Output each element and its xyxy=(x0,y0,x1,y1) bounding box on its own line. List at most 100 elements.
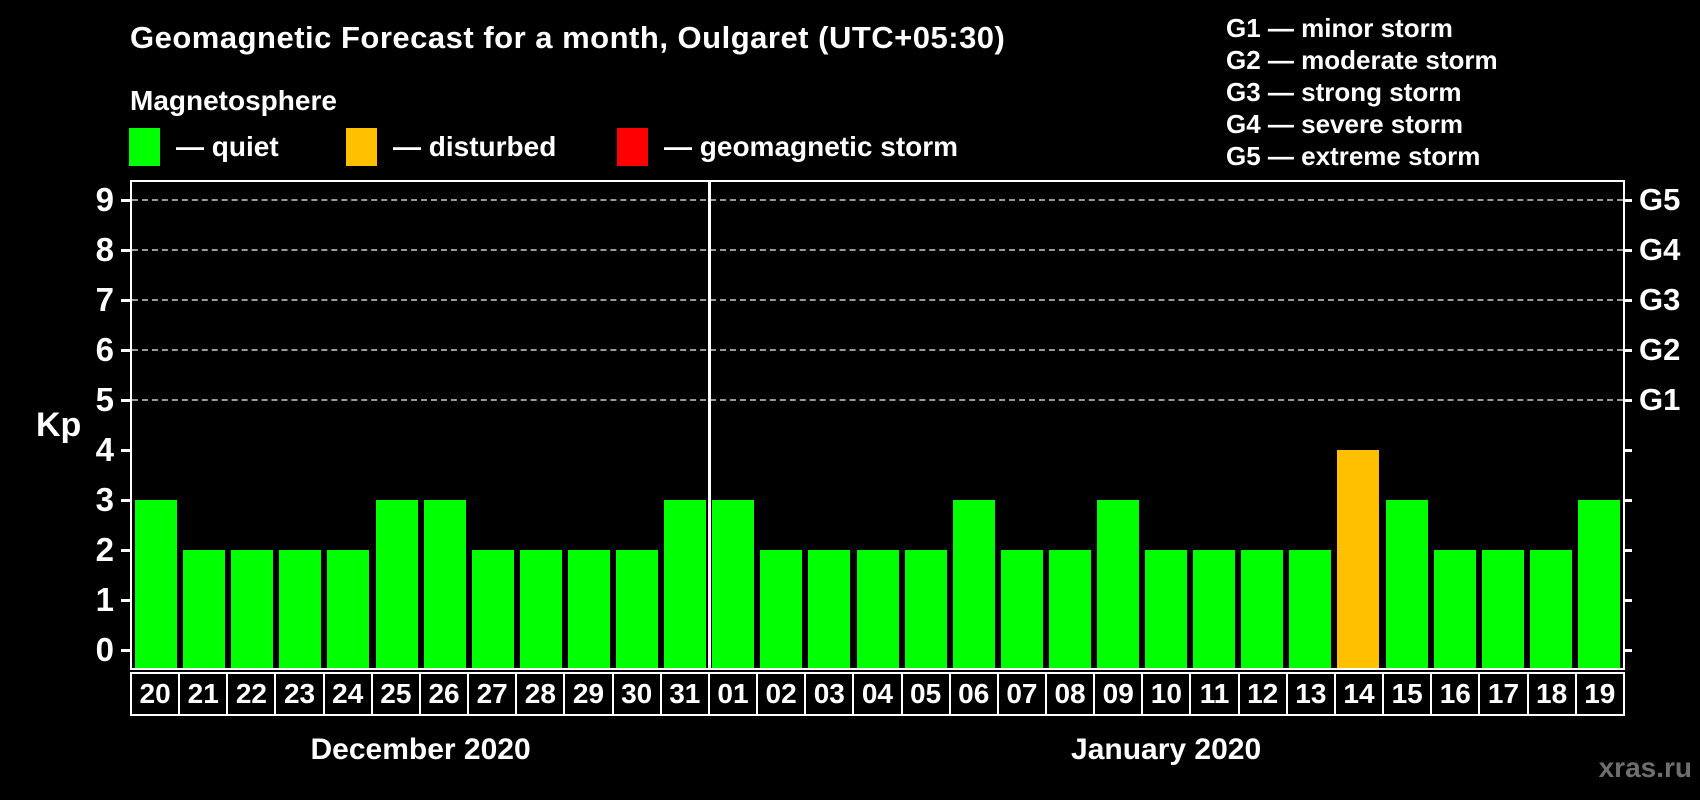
y-tick-label-0: 0 xyxy=(95,631,114,668)
y-axis-tick-left xyxy=(121,649,130,652)
day-label-24: 24 xyxy=(322,672,373,716)
day-label-17: 17 xyxy=(1478,672,1529,716)
day-label-06: 06 xyxy=(948,672,999,716)
kp-bar-day-10 xyxy=(1145,550,1188,668)
grid-line-kp6 xyxy=(132,349,1623,351)
grid-line-kp8 xyxy=(132,249,1623,251)
kp-bar-day-02 xyxy=(760,550,803,668)
day-label-26: 26 xyxy=(418,672,470,716)
g-scale-label-g1: G1 xyxy=(1639,382,1681,417)
y-axis-tick-left xyxy=(121,499,130,502)
y-tick-label-3: 3 xyxy=(95,481,114,518)
kp-bar-day-03 xyxy=(808,550,851,668)
day-label-28: 28 xyxy=(515,672,566,716)
kp-bar-day-19 xyxy=(1577,500,1620,668)
legend-label-quiet: — quiet xyxy=(176,131,279,162)
kp-bar-day-16 xyxy=(1433,550,1476,668)
kp-bar-day-24 xyxy=(327,550,370,668)
month-label-january: January 2020 xyxy=(1071,733,1262,766)
y-axis-tick-left xyxy=(121,349,130,352)
kp-bar-day-31 xyxy=(664,500,707,668)
kp-bar-day-23 xyxy=(279,550,322,668)
y-tick-label-8: 8 xyxy=(95,231,114,268)
page-title: Geomagnetic Forecast for a month, Oulgar… xyxy=(130,20,1006,55)
y-axis-tick-right xyxy=(1623,399,1632,402)
y-axis-tick-right xyxy=(1623,549,1632,552)
y-axis-tick-left xyxy=(121,199,130,202)
grid-line-kp7 xyxy=(132,299,1623,301)
day-label-18: 18 xyxy=(1526,672,1577,716)
day-label-12: 12 xyxy=(1237,672,1288,716)
y-axis-tick-right xyxy=(1623,449,1632,452)
day-axis-row: 20 21 22 23 24 25 26 27 28 29 30 31 01 02 03 04 05 06 07 08… xyxy=(130,672,1625,716)
disturbed-color-swatch xyxy=(346,128,377,166)
kp-bar-day-17 xyxy=(1481,550,1524,668)
y-tick-label-7: 7 xyxy=(95,281,114,318)
storm-scale-legend-g1: G1 — minor storm xyxy=(1226,13,1453,43)
kp-bar-day-12 xyxy=(1241,550,1284,668)
day-label-03: 03 xyxy=(804,672,855,716)
kp-bar-day-20 xyxy=(135,500,178,668)
y-tick-label-2: 2 xyxy=(95,531,114,568)
day-label-05: 05 xyxy=(900,672,951,716)
y-axis-tick-left xyxy=(121,449,130,452)
storm-scale-legend-g3: G3 — strong storm xyxy=(1226,77,1462,107)
kp-bar-day-08 xyxy=(1048,550,1091,668)
kp-bar-day-01 xyxy=(712,500,755,668)
y-axis-tick-left xyxy=(121,599,130,602)
day-label-23: 23 xyxy=(274,672,325,716)
grid-line-kp5 xyxy=(132,399,1623,401)
kp-bar-day-28 xyxy=(519,550,562,668)
magnetosphere-subtitle: Magnetosphere xyxy=(130,85,337,116)
y-tick-label-6: 6 xyxy=(95,331,114,368)
y-axis-tick-right xyxy=(1623,199,1632,202)
y-axis-tick-left xyxy=(121,549,130,552)
y-tick-label-4: 4 xyxy=(95,431,114,468)
kp-bar-day-27 xyxy=(471,550,514,668)
kp-bar-day-09 xyxy=(1096,500,1139,668)
kp-chart-plot-area: G1 G2 G3 G4 G5 0 1 2 3 4 5 6 7 8 9 xyxy=(96,180,1680,670)
day-label-13: 13 xyxy=(1285,672,1336,716)
g-scale-label-g5: G5 xyxy=(1639,182,1681,217)
kp-bar-day-22 xyxy=(231,550,274,668)
day-label-20: 20 xyxy=(130,672,181,716)
y-tick-label-5: 5 xyxy=(95,381,114,418)
y-axis-tick-right xyxy=(1623,499,1632,502)
y-axis-tick-right xyxy=(1623,249,1632,252)
kp-bar-day-05 xyxy=(904,550,947,668)
day-label-09: 09 xyxy=(1093,672,1144,716)
kp-bar-day-15 xyxy=(1385,500,1428,668)
storm-scale-legend-g2: G2 — moderate storm xyxy=(1226,45,1498,75)
day-label-19: 19 xyxy=(1574,672,1625,716)
day-label-04: 04 xyxy=(852,672,903,716)
legend-label-disturbed: — disturbed xyxy=(393,131,557,162)
kp-bar-day-13 xyxy=(1289,550,1332,668)
day-label-01: 01 xyxy=(707,672,759,716)
y-axis-tick-right xyxy=(1623,649,1632,652)
day-label-10: 10 xyxy=(1141,672,1192,716)
day-label-27: 27 xyxy=(467,672,518,716)
y-axis-tick-right xyxy=(1623,599,1632,602)
kp-bar-day-25 xyxy=(375,500,418,668)
day-label-07: 07 xyxy=(996,672,1047,716)
day-label-16: 16 xyxy=(1430,672,1481,716)
xras-watermark: xras.ru xyxy=(1598,752,1692,783)
legend-item-quiet: — quiet xyxy=(129,128,279,166)
y-axis-tick-left xyxy=(121,299,130,302)
day-label-22: 22 xyxy=(226,672,277,716)
legend-item-storm: — geomagnetic storm xyxy=(617,128,958,166)
kp-bar-day-11 xyxy=(1193,550,1236,668)
y-axis-tick-right xyxy=(1623,299,1632,302)
kp-bar-day-26 xyxy=(423,500,466,668)
month-divider-line xyxy=(707,182,711,668)
kp-bar-day-04 xyxy=(856,550,899,668)
quiet-color-swatch xyxy=(129,128,160,166)
y-axis-tick-left xyxy=(121,249,130,252)
kp-bar-day-14 xyxy=(1337,450,1380,668)
storm-scale-legend-g5: G5 — extreme storm xyxy=(1226,141,1481,171)
day-label-15: 15 xyxy=(1382,672,1433,716)
grid-line-kp9 xyxy=(132,199,1623,201)
day-label-29: 29 xyxy=(563,672,614,716)
legend-label-storm: — geomagnetic storm xyxy=(664,131,959,162)
